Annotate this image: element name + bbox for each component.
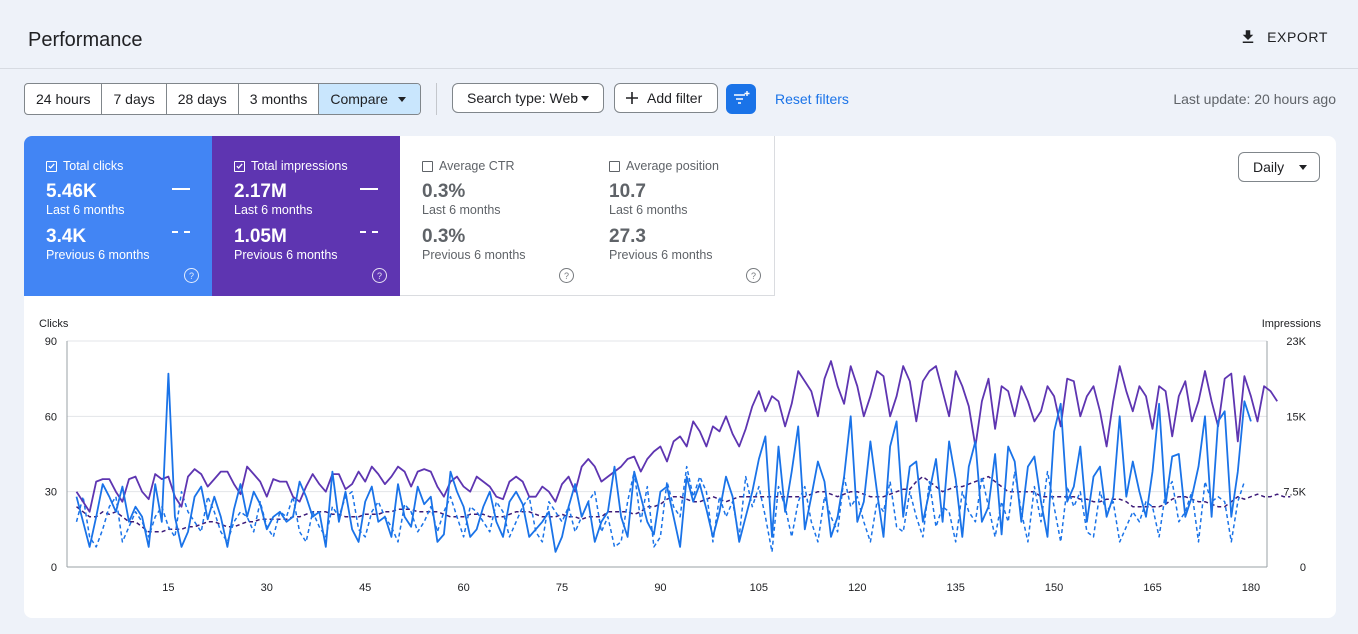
- metric-label: Total impressions: [251, 159, 348, 173]
- metric-current-period: Last 6 months: [422, 203, 501, 217]
- metric-total-impressions[interactable]: Total impressions 2.17M Last 6 months 1.…: [212, 136, 400, 296]
- y-tick-label-right: 15K: [1286, 411, 1306, 423]
- search-type-label: Search type: Web: [467, 90, 579, 106]
- total-impressions-current-line: [75, 360, 1278, 513]
- last-update-text: Last update: 20 hours ago: [1173, 91, 1336, 107]
- metric-total-clicks[interactable]: Total clicks 5.46K Last 6 months 3.4K Pr…: [24, 136, 212, 296]
- x-tick-label: 180: [1242, 582, 1260, 594]
- metric-previous-period: Previous 6 months: [234, 248, 338, 262]
- metric-previous-value: 3.4K: [46, 226, 87, 247]
- add-filter-button[interactable]: Add filter: [614, 83, 718, 113]
- metric-previous-period: Previous 6 months: [422, 248, 526, 262]
- metric-current-value: 10.7: [609, 181, 646, 202]
- x-tick-label: 30: [261, 582, 273, 594]
- x-tick-label: 60: [457, 582, 469, 594]
- x-tick-label: 120: [848, 582, 866, 594]
- metric-average-position[interactable]: Average position 10.7 Last 6 months 27.3…: [587, 136, 775, 296]
- y-tick-label-left: 90: [45, 336, 57, 348]
- metric-label: Average position: [626, 159, 719, 173]
- solid-line-legend: [360, 188, 378, 190]
- y-tick-label-left: 0: [51, 562, 57, 574]
- caret-down-icon: [581, 95, 589, 101]
- compare-dropdown[interactable]: Compare: [319, 84, 420, 114]
- reset-filters-link[interactable]: Reset filters: [775, 91, 849, 107]
- metric-previous-period: Previous 6 months: [609, 248, 713, 262]
- page-header: Performance EXPORT: [0, 0, 1358, 69]
- total-impressions-previous-line: [76, 475, 1291, 533]
- y-tick-label-right: 7.5K: [1283, 487, 1306, 499]
- metric-previous-value: 0.3%: [422, 226, 466, 247]
- x-tick-label: 105: [750, 582, 768, 594]
- help-icon[interactable]: ?: [559, 268, 574, 283]
- filter-list-icon: [734, 91, 750, 104]
- y-tick-label-right: 23K: [1286, 336, 1306, 348]
- filter-toolbar: 24 hours 7 days 28 days 3 months Compare…: [24, 83, 1336, 115]
- x-tick-label: 150: [1045, 582, 1063, 594]
- dashed-line-legend: [360, 231, 378, 233]
- search-type-dropdown[interactable]: Search type: Web: [452, 83, 604, 113]
- range-28-days[interactable]: 28 days: [167, 84, 239, 114]
- range-24-hours[interactable]: 24 hours: [25, 84, 103, 114]
- metric-current-value: 2.17M: [234, 181, 287, 202]
- right-axis-title: Impressions: [1261, 318, 1321, 330]
- checkbox-unchecked-icon[interactable]: [609, 160, 620, 172]
- total-clicks-previous-line: [75, 465, 1246, 553]
- caret-down-icon: [1299, 164, 1307, 170]
- metric-current-period: Last 6 months: [609, 203, 688, 217]
- x-tick-label: 75: [556, 582, 568, 594]
- compare-label: Compare: [330, 91, 388, 107]
- help-icon[interactable]: ?: [746, 268, 761, 283]
- granularity-dropdown[interactable]: Daily: [1238, 152, 1320, 182]
- range-3-months[interactable]: 3 months: [239, 84, 320, 114]
- x-tick-label: 135: [947, 582, 965, 594]
- help-icon[interactable]: ?: [184, 268, 199, 283]
- export-label: EXPORT: [1267, 29, 1328, 45]
- metric-current-value: 5.46K: [46, 181, 97, 202]
- export-button[interactable]: EXPORT: [1239, 28, 1328, 46]
- caret-down-icon: [397, 96, 406, 102]
- performance-chart: 0 0 30 7.5K 60 15K 90 23K 15 30 45 60 75 90 105 120 135 1…: [45, 336, 1307, 594]
- x-tick-label: 45: [359, 582, 371, 594]
- date-range-selector: 24 hours 7 days 28 days 3 months Compare: [24, 83, 421, 115]
- download-icon: [1242, 30, 1254, 43]
- checkbox-checked-icon[interactable]: [46, 160, 57, 172]
- metric-current-period: Last 6 months: [234, 203, 313, 217]
- performance-card: Total clicks 5.46K Last 6 months 3.4K Pr…: [24, 136, 1336, 618]
- y-tick-label-right: 0: [1300, 562, 1306, 574]
- y-tick-label-left: 60: [45, 411, 57, 423]
- help-icon[interactable]: ?: [372, 268, 387, 283]
- checkbox-checked-icon[interactable]: [234, 160, 245, 172]
- add-filter-label: Add filter: [647, 90, 703, 106]
- plus-icon: [626, 92, 638, 104]
- filter-settings-button[interactable]: [726, 84, 756, 114]
- metric-average-ctr[interactable]: Average CTR 0.3% Last 6 months 0.3% Prev…: [400, 136, 588, 296]
- left-axis-title: Clicks: [39, 318, 69, 330]
- granularity-label: Daily: [1253, 159, 1285, 175]
- dashed-line-legend: [172, 231, 190, 233]
- metric-current-period: Last 6 months: [46, 203, 125, 217]
- metric-previous-value: 27.3: [609, 226, 646, 247]
- metric-label: Total clicks: [63, 159, 124, 173]
- solid-line-legend: [172, 188, 190, 190]
- x-tick-label: 165: [1143, 582, 1161, 594]
- metric-previous-value: 1.05M: [234, 226, 287, 247]
- metric-current-value: 0.3%: [422, 181, 466, 202]
- total-clicks-current-line: [75, 372, 1252, 553]
- range-7-days[interactable]: 7 days: [102, 84, 167, 114]
- metric-previous-period: Previous 6 months: [46, 248, 150, 262]
- checkbox-unchecked-icon[interactable]: [422, 160, 433, 172]
- page-title: Performance: [28, 29, 143, 51]
- metric-label: Average CTR: [439, 159, 515, 173]
- x-tick-label: 90: [654, 582, 666, 594]
- toolbar-divider: [436, 83, 437, 115]
- y-tick-label-left: 30: [45, 487, 57, 499]
- x-tick-label: 15: [162, 582, 174, 594]
